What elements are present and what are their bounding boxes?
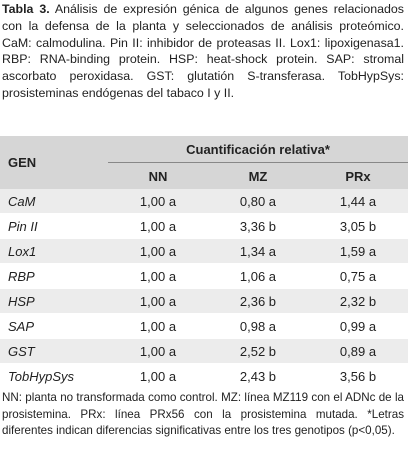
column-header: MZ (207, 162, 308, 189)
value-cell: 2,43 b (239, 368, 277, 384)
value-cell: 2,32 b (307, 288, 408, 314)
table: GEN Cuantificación relativa* NN MZ PRx CaM… (0, 136, 408, 389)
value-cell: 1,00 a (108, 238, 208, 264)
table-row: GST 1,00 a 2,52 b 0,89 a (0, 338, 408, 364)
value-cell: 1,44 a (307, 189, 408, 214)
gene-cell: CaM (0, 189, 108, 214)
footnote: NN: planta no transformada como control.… (2, 391, 404, 437)
column-header: NN (108, 162, 208, 189)
value-cell: 1,00 a (108, 189, 208, 214)
table-row: Pin II 1,00 a 3,36 b 3,05 b (0, 214, 408, 239)
column-row: NN MZ PRx (0, 162, 408, 189)
caption: Tabla 3. Análisis de expresión génica de… (2, 1, 404, 102)
value-cell: 0,89 a (307, 338, 408, 364)
table-row: RBP 1,00 a 1,06 a 0,75 a (0, 264, 408, 289)
gene-cell: TobHypSys (8, 368, 74, 384)
value-cell: 1,00 a (139, 368, 177, 384)
value-cell: 1,00 a (139, 268, 177, 284)
value-cell: 1,00 a (108, 338, 208, 364)
table-row: TobHypSys 1,00 a 2,43 b 3,56 b (0, 364, 408, 389)
value-cell: 2,52 b (207, 338, 308, 364)
value-cell: 3,05 b (339, 218, 377, 234)
gene-cell: Pin II (8, 218, 38, 234)
value-cell: 2,36 b (207, 288, 308, 314)
table-row: SAP 1,00 a 0,98 a 0,99 a (0, 314, 408, 339)
value-cell: 0,99 a (339, 318, 377, 334)
value-cell: 1,00 a (139, 218, 177, 234)
column-header: PRx (307, 162, 408, 189)
gene-cell: SAP (8, 318, 35, 334)
value-cell: 1,59 a (307, 238, 408, 264)
value-cell: 0,80 a (207, 189, 308, 214)
table-row: Lox1 1,00 a 1,34 a 1,59 a (0, 238, 408, 264)
header-row: GEN Cuantificación relativa* (0, 136, 408, 189)
value-cell: 0,98 a (239, 318, 277, 334)
value-cell: 3,56 b (339, 368, 377, 384)
caption-text: Análisis de expresión génica de algunos … (2, 2, 404, 100)
table-row: CaM 1,00 a 0,80 a 1,44 a (0, 189, 408, 214)
table-row: HSP 1,00 a 2,36 b 2,32 b (0, 288, 408, 314)
value-cell: 1,00 a (139, 318, 177, 334)
value-cell: 1,06 a (239, 268, 277, 284)
gene-cell: RBP (8, 268, 35, 284)
group-header: Cuantificación relativa* (108, 136, 408, 163)
gene-cell: Lox1 (0, 238, 108, 264)
table-head: GEN Cuantificación relativa* NN MZ PRx (0, 136, 408, 189)
gene-header: GEN (0, 136, 108, 189)
value-cell: 1,34 a (207, 238, 308, 264)
value-cell: 1,00 a (108, 288, 208, 314)
gene-cell: GST (0, 338, 108, 364)
value-cell: 3,36 b (239, 218, 277, 234)
caption-label: Tabla 3. (2, 2, 50, 16)
value-cell: 0,75 a (339, 268, 377, 284)
gene-cell: HSP (0, 288, 108, 314)
